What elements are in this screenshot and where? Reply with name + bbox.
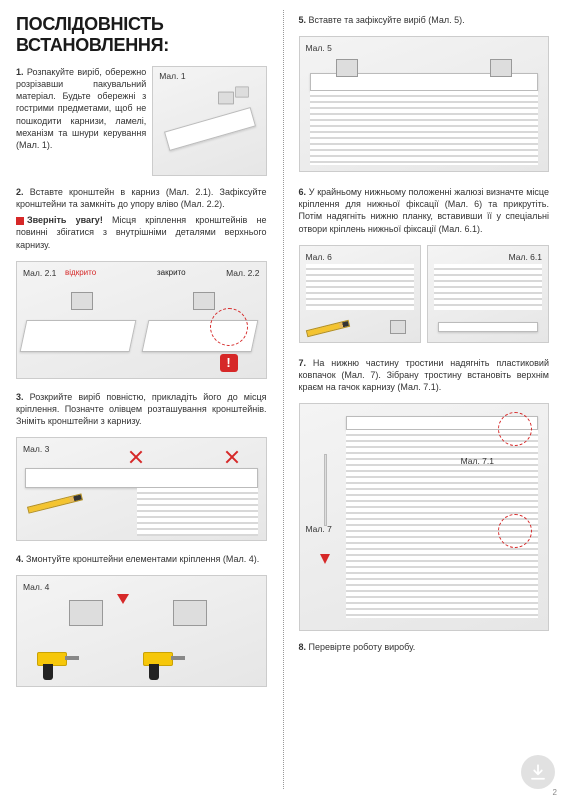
fig2-circle — [210, 308, 248, 346]
figure-1-label: Мал. 1 — [159, 71, 185, 81]
fig5-br2 — [490, 59, 512, 77]
right-column: 5. Вставте та зафіксуйте виріб (Мал. 5).… — [283, 0, 565, 799]
figure-7: Мал. 7.1 Мал. 7 — [299, 403, 550, 631]
step-4-text: 4. Змонтуйте кронштейни елементами кріпл… — [16, 553, 267, 565]
download-icon[interactable] — [521, 755, 555, 789]
figure-1: Мал. 1 — [152, 66, 266, 176]
fig7-circ-top — [498, 412, 532, 446]
fig3-x2 — [225, 450, 239, 464]
fig7-wand-cap — [320, 554, 330, 564]
step-6-num: 6. — [299, 187, 307, 197]
fig2-rail-left — [20, 320, 137, 352]
step-1: 1. Розпакуйте виріб, обережно розрізавши… — [16, 66, 267, 176]
step-2-warning: Зверніть увагу! Місця кріплення кронштей… — [16, 214, 267, 250]
step-5-num: 5. — [299, 15, 307, 25]
figure-61-label: Мал. 6.1 — [509, 252, 542, 262]
step-2: 2. Вставте кронштейн в карниз (Мал. 2.1)… — [16, 186, 267, 251]
step-1-text: 1. Розпакуйте виріб, обережно розрізавши… — [16, 66, 146, 176]
step-4-body: Змонтуйте кронштейни елементами кріпленн… — [26, 554, 259, 564]
fig3-pencil — [27, 493, 83, 513]
figure-2: Мал. 2.1 відкрито закрито Мал. 2.2 ! — [16, 261, 267, 379]
fig7-circ-mid — [498, 514, 532, 548]
figure-6: Мал. 6 — [299, 245, 421, 343]
fig2-bracket-r — [193, 292, 215, 310]
warning-label: Зверніть увагу! — [27, 215, 103, 225]
step-3: 3. Розкрийте виріб повністю, прикладіть … — [16, 391, 267, 427]
step-3-num: 3. — [16, 392, 24, 402]
step-7: 7. На нижню частину тростини надягніть п… — [299, 357, 550, 393]
step-6: 6. У крайньому нижньому положенні жалюзі… — [299, 186, 550, 235]
step-8-num: 8. — [299, 642, 307, 652]
closed-label: закрито — [157, 268, 186, 277]
alert-icon: ! — [220, 354, 238, 372]
fig3-slats — [137, 488, 258, 536]
fig3-x1 — [129, 450, 143, 464]
step-8-text: 8. Перевірте роботу виробу. — [299, 641, 550, 653]
step-5: 5. Вставте та зафіксуйте виріб (Мал. 5). — [299, 14, 550, 26]
figure-6-row: Мал. 6 Мал. 6.1 — [299, 245, 550, 343]
step-8-body: Перевірте роботу виробу. — [309, 642, 416, 652]
page-number: 2 — [553, 788, 557, 797]
step-7-body: На нижню частину тростини надягніть плас… — [299, 358, 550, 392]
fig5-slats — [310, 91, 539, 165]
figure-3: Мал. 3 — [16, 437, 267, 541]
instruction-page: ПОСЛІДОВНІСТЬ ВСТАНОВЛЕННЯ: 1. Розпакуйт… — [0, 0, 565, 799]
open-label: відкрито — [65, 268, 96, 277]
figure-3-label: Мал. 3 — [23, 444, 49, 454]
fig1-rail — [164, 107, 256, 151]
step-1-num: 1. — [16, 67, 24, 77]
fig4-arrow — [117, 594, 129, 604]
step-4: 4. Змонтуйте кронштейни елементами кріпл… — [16, 553, 267, 565]
step-5-body: Вставте та зафіксуйте виріб (Мал. 5). — [309, 15, 465, 25]
step-1-body: Розпакуйте виріб, обережно розрізавши па… — [16, 67, 146, 150]
figure-4-label: Мал. 4 — [23, 582, 49, 592]
step-2-body: Вставте кронштейн в карниз (Мал. 2.1). З… — [16, 187, 267, 209]
figure-21-label: Мал. 2.1 — [23, 268, 56, 278]
fig7-wand — [324, 454, 327, 526]
fig61-slats — [434, 264, 542, 310]
figure-5-label: Мал. 5 — [306, 43, 332, 53]
fig3-rail — [25, 468, 258, 488]
fig1-hw2 — [236, 87, 249, 98]
fig4-bracket-l — [69, 600, 103, 626]
fig4-drill-l — [37, 644, 73, 682]
figure-7-label: Мал. 7 — [306, 524, 332, 534]
step-7-text: 7. На нижню частину тростини надягніть п… — [299, 357, 550, 393]
fig6-slats — [306, 264, 414, 310]
left-column: ПОСЛІДОВНІСТЬ ВСТАНОВЛЕННЯ: 1. Розпакуйт… — [0, 0, 283, 799]
figure-4: Мал. 4 — [16, 575, 267, 687]
step-4-num: 4. — [16, 554, 24, 564]
step-5-text: 5. Вставте та зафіксуйте виріб (Мал. 5). — [299, 14, 550, 26]
fig61-bottom — [438, 322, 538, 332]
fig5-br1 — [336, 59, 358, 77]
fig4-drill-r — [143, 644, 179, 682]
fig4-bracket-r — [173, 600, 207, 626]
step-6-body: У крайньому нижньому положенні жалюзі ви… — [299, 187, 550, 233]
figure-6-1: Мал. 6.1 — [427, 245, 549, 343]
fig6-pencil — [305, 319, 349, 336]
page-title: ПОСЛІДОВНІСТЬ ВСТАНОВЛЕННЯ: — [16, 14, 267, 56]
step-2-text: 2. Вставте кронштейн в карниз (Мал. 2.1)… — [16, 186, 267, 210]
warning-icon — [16, 217, 24, 225]
fig1-hw1 — [219, 92, 234, 105]
figure-6-label: Мал. 6 — [306, 252, 332, 262]
figure-71-label: Мал. 7.1 — [461, 456, 494, 466]
fig6-clip — [390, 320, 406, 334]
fig2-bracket-l — [71, 292, 93, 310]
step-3-body: Розкрийте виріб повністю, прикладіть йог… — [16, 392, 267, 426]
step-3-text: 3. Розкрийте виріб повністю, прикладіть … — [16, 391, 267, 427]
step-7-num: 7. — [299, 358, 307, 368]
figure-5: Мал. 5 — [299, 36, 550, 172]
step-2-num: 2. — [16, 187, 24, 197]
figure-22-label: Мал. 2.2 — [226, 268, 259, 278]
step-6-text: 6. У крайньому нижньому положенні жалюзі… — [299, 186, 550, 235]
